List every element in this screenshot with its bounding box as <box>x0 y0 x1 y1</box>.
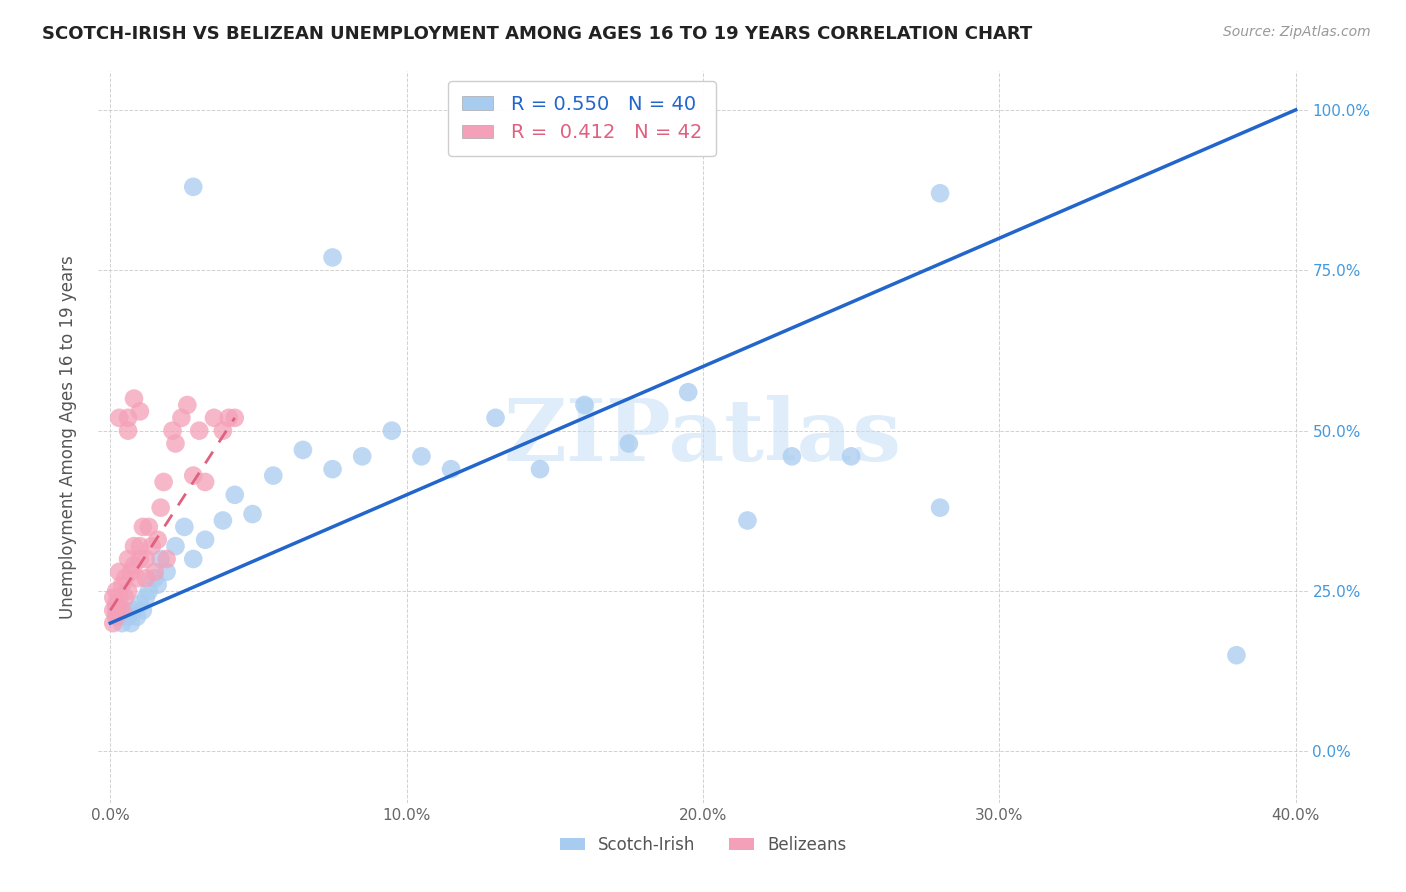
Point <box>194 533 217 547</box>
Point <box>173 520 195 534</box>
Point <box>103 591 125 605</box>
Point <box>129 552 152 566</box>
Point <box>224 488 246 502</box>
Point <box>138 520 160 534</box>
Point <box>224 410 246 425</box>
Point <box>105 584 128 599</box>
Legend: Scotch-Irish, Belizeans: Scotch-Irish, Belizeans <box>553 829 853 860</box>
Point <box>322 251 344 265</box>
Point <box>181 179 204 194</box>
Point <box>103 603 125 617</box>
Point <box>929 500 952 515</box>
Y-axis label: Unemployment Among Ages 16 to 19 years: Unemployment Among Ages 16 to 19 years <box>59 255 77 619</box>
Point <box>125 609 148 624</box>
Point <box>146 577 169 591</box>
Point <box>129 539 152 553</box>
Point <box>114 571 136 585</box>
Point <box>212 514 235 528</box>
Point <box>122 558 145 573</box>
Point <box>262 468 284 483</box>
Point <box>108 410 131 425</box>
Point <box>676 385 699 400</box>
Point <box>111 616 134 631</box>
Point <box>202 410 225 425</box>
Point <box>143 565 166 579</box>
Point <box>839 450 862 464</box>
Point <box>352 450 374 464</box>
Point <box>155 552 177 566</box>
Text: ZIPatlas: ZIPatlas <box>503 395 903 479</box>
Point <box>212 424 235 438</box>
Point <box>149 552 172 566</box>
Point <box>120 616 142 631</box>
Point <box>411 450 433 464</box>
Point <box>105 609 128 624</box>
Point <box>108 565 131 579</box>
Point <box>188 424 211 438</box>
Point <box>929 186 952 201</box>
Point <box>135 571 157 585</box>
Point <box>194 475 217 489</box>
Point <box>122 539 145 553</box>
Point <box>125 571 148 585</box>
Point <box>135 552 157 566</box>
Point <box>165 436 187 450</box>
Point <box>484 410 506 425</box>
Point <box>132 603 155 617</box>
Point <box>780 450 803 464</box>
Point <box>574 398 596 412</box>
Point <box>152 475 174 489</box>
Point <box>111 577 134 591</box>
Point <box>117 584 139 599</box>
Point <box>117 424 139 438</box>
Point <box>120 565 142 579</box>
Point <box>129 404 152 418</box>
Point <box>737 514 759 528</box>
Point <box>291 442 314 457</box>
Point <box>181 552 204 566</box>
Point <box>103 616 125 631</box>
Point <box>114 591 136 605</box>
Point <box>105 603 128 617</box>
Point <box>242 507 264 521</box>
Point <box>146 533 169 547</box>
Text: SCOTCH-IRISH VS BELIZEAN UNEMPLOYMENT AMONG AGES 16 TO 19 YEARS CORRELATION CHAR: SCOTCH-IRISH VS BELIZEAN UNEMPLOYMENT AM… <box>42 25 1032 43</box>
Point <box>105 597 128 611</box>
Point <box>135 591 157 605</box>
Point <box>381 424 404 438</box>
Point <box>165 539 187 553</box>
Point <box>149 500 172 515</box>
Point <box>155 565 177 579</box>
Point <box>138 584 160 599</box>
Point <box>108 603 131 617</box>
Point <box>129 597 152 611</box>
Point <box>141 539 163 553</box>
Point <box>111 603 134 617</box>
Point <box>170 410 193 425</box>
Point <box>117 609 139 624</box>
Point <box>143 571 166 585</box>
Point <box>162 424 184 438</box>
Point <box>108 591 131 605</box>
Point <box>218 410 240 425</box>
Point <box>440 462 463 476</box>
Point <box>176 398 198 412</box>
Point <box>114 603 136 617</box>
Point <box>117 410 139 425</box>
Point <box>108 609 131 624</box>
Point <box>117 552 139 566</box>
Point <box>1225 648 1247 663</box>
Point <box>617 436 640 450</box>
Point <box>529 462 551 476</box>
Point <box>122 603 145 617</box>
Point <box>181 468 204 483</box>
Text: Source: ZipAtlas.com: Source: ZipAtlas.com <box>1223 25 1371 39</box>
Point <box>122 392 145 406</box>
Point <box>322 462 344 476</box>
Point <box>132 520 155 534</box>
